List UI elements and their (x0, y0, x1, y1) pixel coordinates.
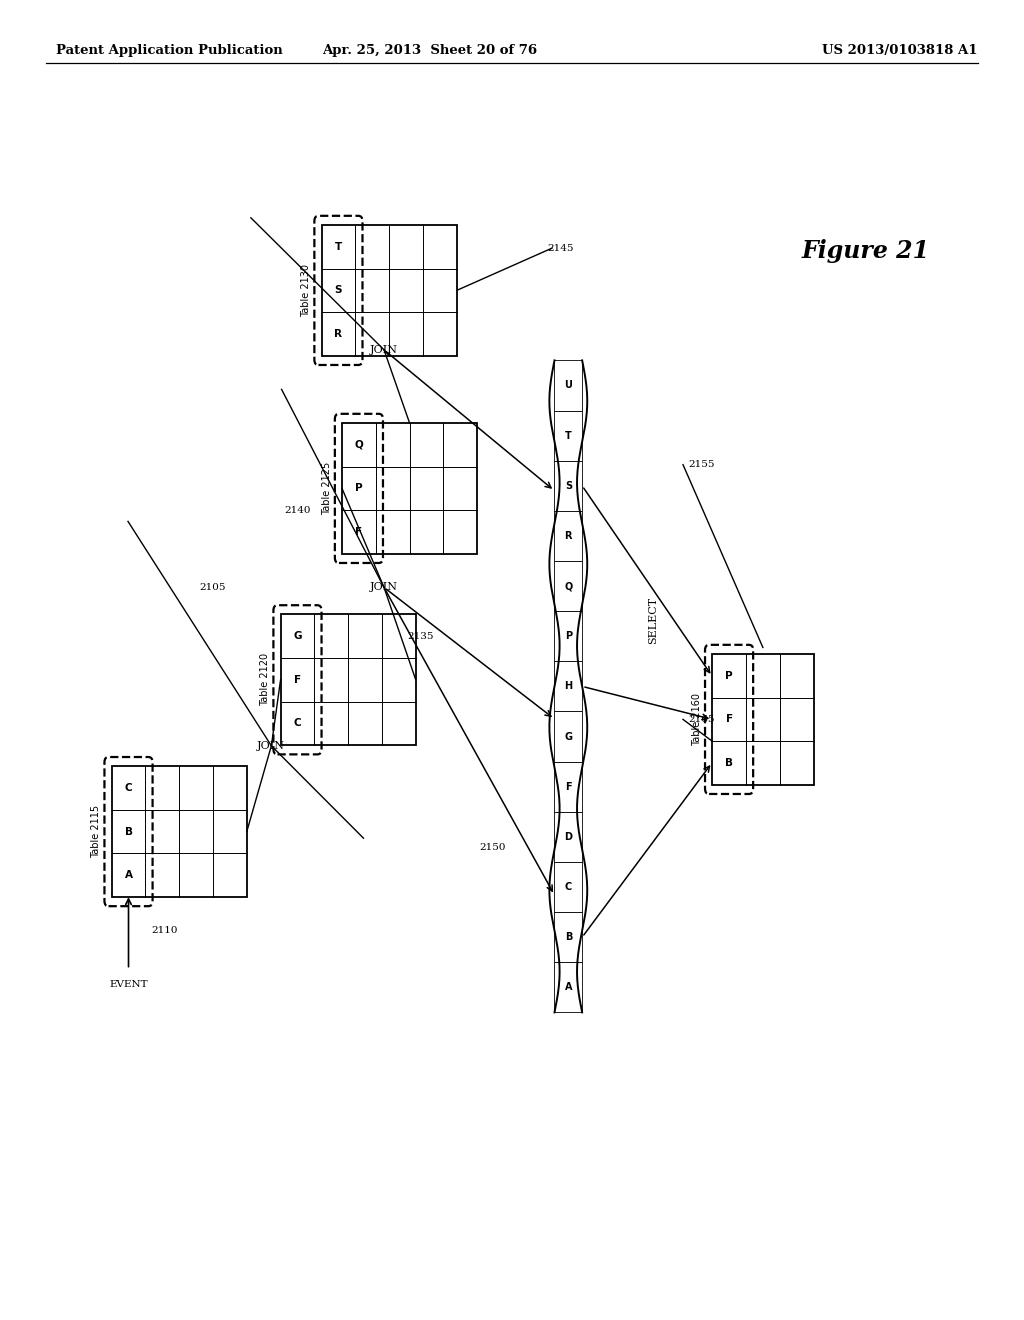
Bar (555, 661, 583, 711)
Text: 2165: 2165 (688, 715, 715, 723)
Text: B: B (725, 758, 733, 768)
Bar (555, 511, 583, 561)
Text: P: P (725, 671, 733, 681)
Text: C: C (125, 783, 132, 793)
Text: S: S (335, 285, 342, 296)
Text: H: H (564, 681, 572, 692)
Text: T: T (335, 242, 342, 252)
Text: F: F (565, 781, 571, 792)
Text: R: R (564, 531, 572, 541)
Text: SELECT: SELECT (648, 597, 658, 644)
Text: Table 2120: Table 2120 (260, 653, 270, 706)
Bar (555, 561, 583, 611)
Bar (713, 653, 813, 784)
Bar (281, 615, 416, 744)
Bar (555, 411, 583, 461)
Bar (555, 962, 583, 1012)
Text: JOIN: JOIN (370, 345, 398, 355)
Text: Table 2125: Table 2125 (322, 462, 332, 515)
Bar (713, 653, 813, 784)
Text: D: D (564, 832, 572, 842)
Text: 2105: 2105 (200, 583, 226, 591)
Text: T: T (565, 430, 571, 441)
Bar (342, 422, 477, 554)
Text: 2135: 2135 (408, 632, 434, 640)
Text: F: F (294, 675, 301, 685)
Text: G: G (564, 731, 572, 742)
Text: EVENT: EVENT (110, 979, 147, 989)
Text: 2110: 2110 (152, 927, 178, 935)
Bar (342, 422, 477, 554)
Text: Table 2130: Table 2130 (301, 264, 311, 317)
Bar (555, 862, 583, 912)
Text: 2155: 2155 (688, 461, 715, 469)
Bar (322, 224, 457, 355)
Text: F: F (355, 527, 362, 537)
Bar (112, 766, 247, 898)
Bar (555, 611, 583, 661)
Bar (112, 766, 247, 898)
Text: S: S (565, 480, 571, 491)
Text: Patent Application Publication: Patent Application Publication (56, 44, 283, 57)
Text: B: B (125, 826, 132, 837)
Text: F: F (726, 714, 732, 725)
Text: Apr. 25, 2013  Sheet 20 of 76: Apr. 25, 2013 Sheet 20 of 76 (323, 44, 538, 57)
Bar (555, 461, 583, 511)
Bar (555, 812, 583, 862)
Bar (555, 912, 583, 962)
Bar (281, 615, 416, 744)
Text: Table 2115: Table 2115 (91, 805, 101, 858)
Text: A: A (125, 870, 132, 880)
Text: C: C (564, 882, 572, 892)
Text: B: B (564, 932, 572, 942)
Text: JOIN: JOIN (257, 741, 286, 751)
Text: Figure 21: Figure 21 (801, 239, 930, 263)
Bar (555, 762, 583, 812)
Text: Q: Q (564, 581, 572, 591)
Bar (555, 360, 583, 411)
Text: G: G (293, 631, 302, 642)
Text: P: P (565, 631, 571, 642)
Text: Q: Q (354, 440, 364, 450)
Text: 2145: 2145 (547, 244, 573, 252)
Text: Table 2160: Table 2160 (692, 693, 702, 746)
Text: US 2013/0103818 A1: US 2013/0103818 A1 (822, 44, 978, 57)
Text: C: C (294, 718, 301, 729)
Text: P: P (355, 483, 362, 494)
Bar (555, 711, 583, 762)
Text: 2150: 2150 (479, 843, 506, 851)
Bar (322, 224, 457, 355)
Text: A: A (564, 982, 572, 993)
Text: JOIN: JOIN (370, 582, 398, 593)
Text: U: U (564, 380, 572, 391)
Text: 2140: 2140 (285, 507, 311, 515)
Text: R: R (335, 329, 342, 339)
